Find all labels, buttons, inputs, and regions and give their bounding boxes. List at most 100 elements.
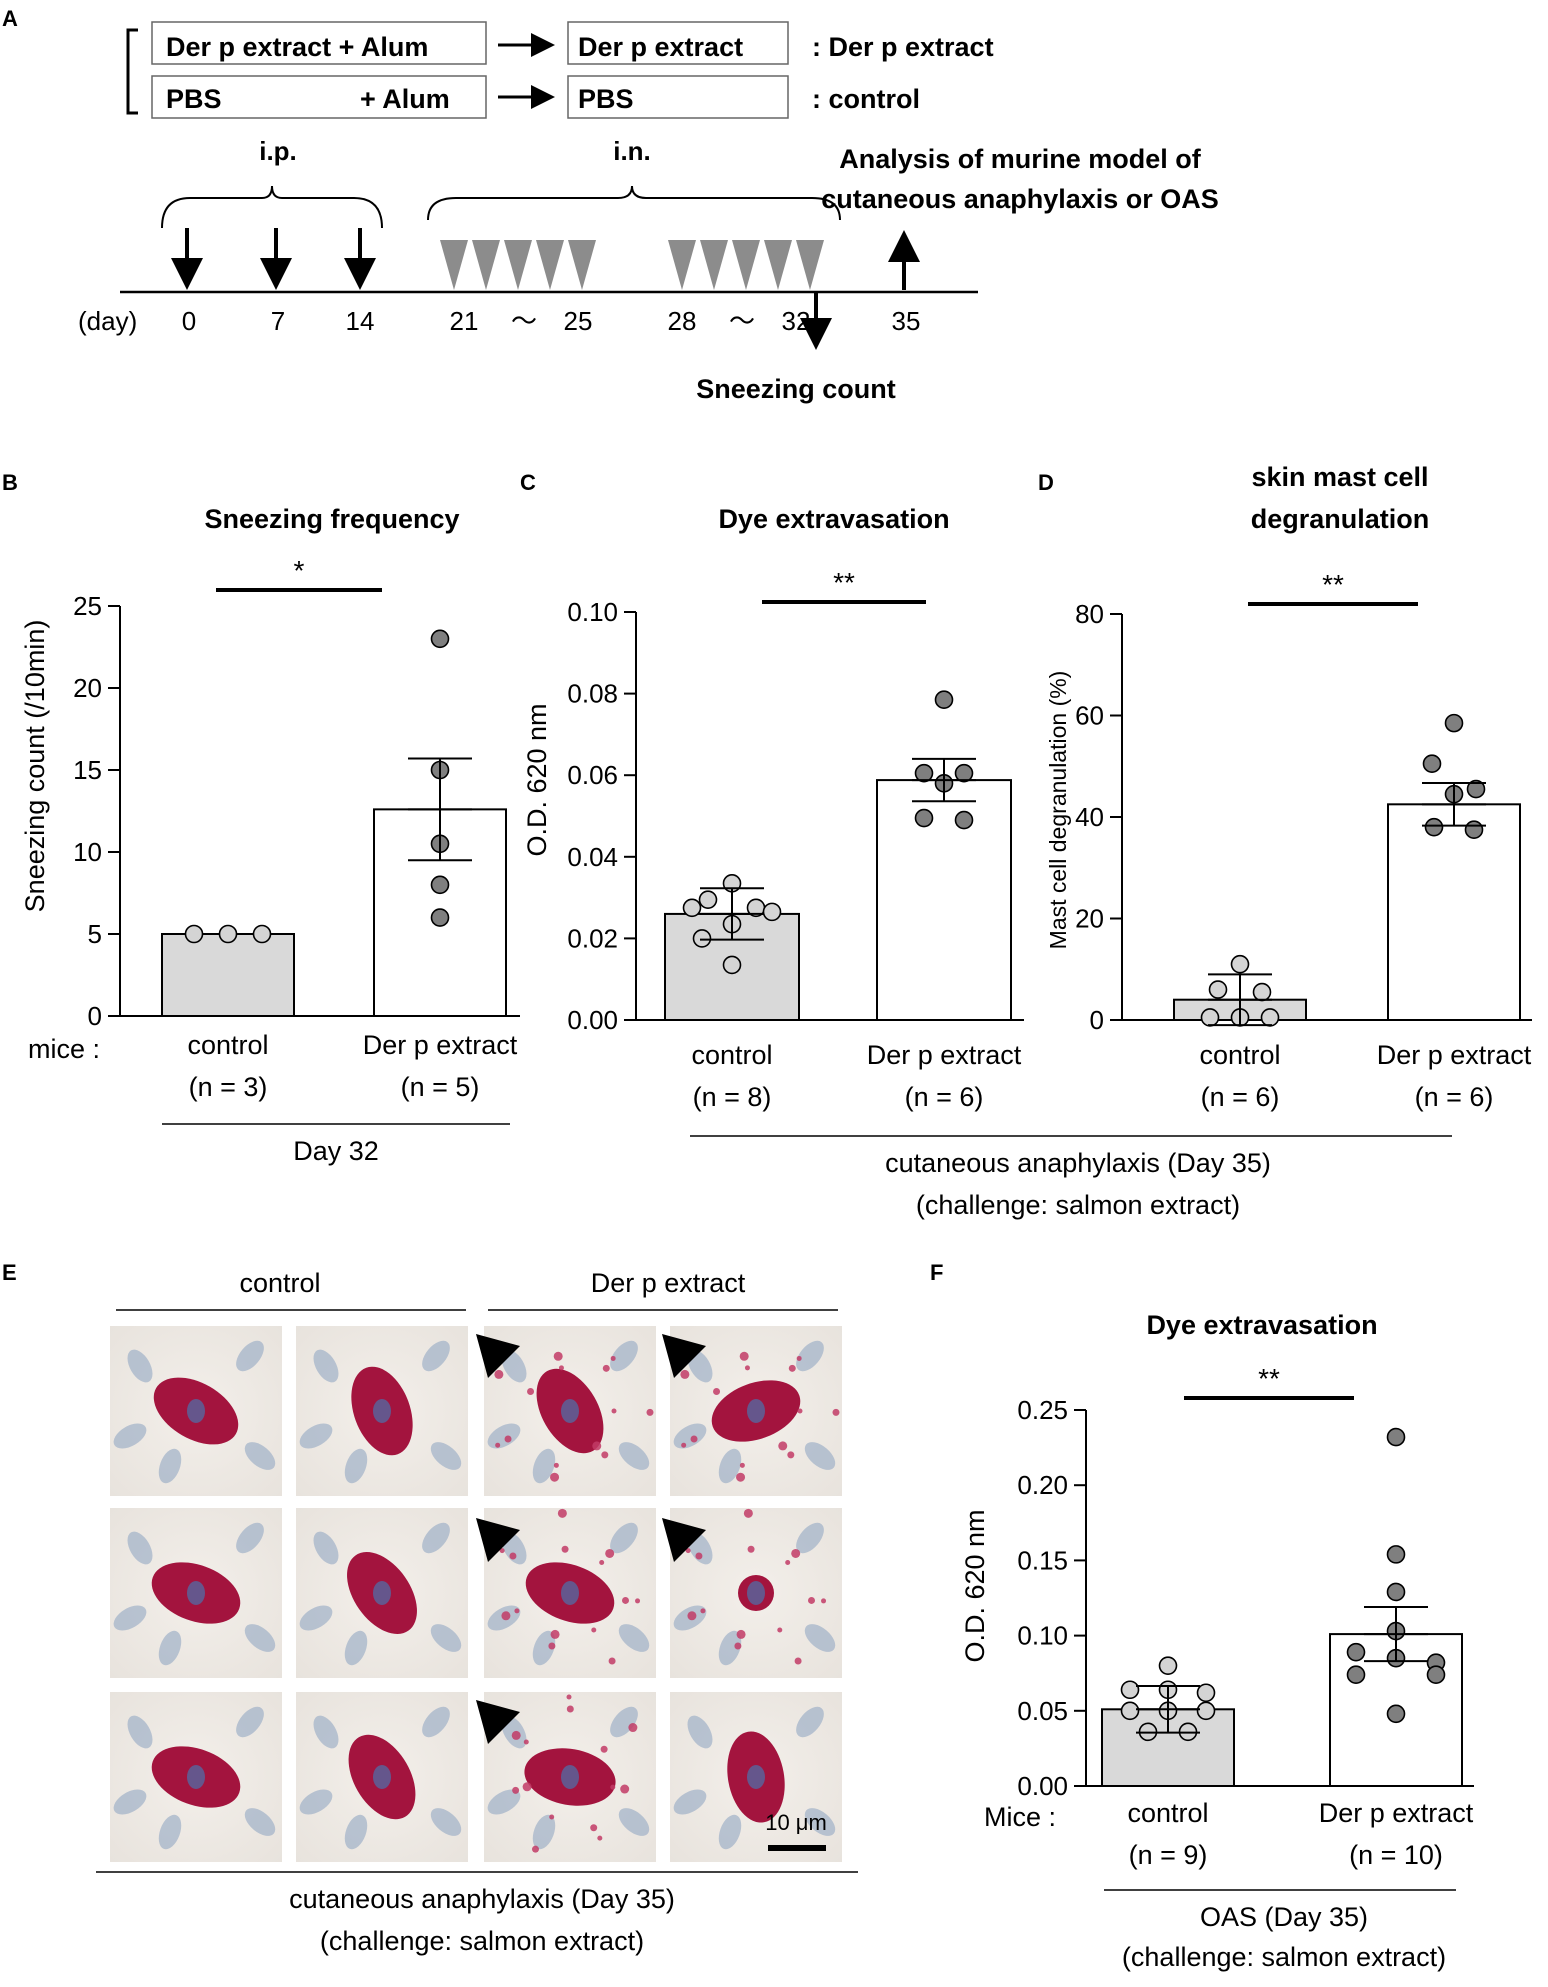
- granule: [777, 1627, 783, 1633]
- panel-letter-f: F: [930, 1260, 943, 1285]
- granule: [747, 1545, 755, 1553]
- mast-cell-nucleus: [747, 1765, 765, 1789]
- arrowhead-icon: [476, 1518, 520, 1562]
- y-axis-label-f: O.D. 620 nm: [960, 1509, 990, 1662]
- day-tick: 0: [182, 306, 196, 336]
- data-point: [1208, 980, 1228, 999]
- y-tick-label: 0.04: [567, 842, 618, 872]
- data-point: [184, 924, 204, 944]
- sensitization-box-derp: [151, 21, 487, 65]
- challenge-pbs: PBS: [578, 84, 634, 114]
- granule: [791, 1548, 801, 1558]
- nucleus: [299, 1423, 333, 1449]
- scale-bar-label: 10 μm: [765, 1810, 827, 1835]
- mast-cell-nucleus: [561, 1399, 579, 1423]
- significance-label: **: [1322, 569, 1344, 600]
- nucleus: [673, 1789, 707, 1815]
- granule: [557, 1508, 567, 1518]
- y-tick-label: 80: [1075, 599, 1104, 629]
- granule: [646, 1408, 654, 1416]
- y-tick-label: 0.05: [1017, 1696, 1068, 1726]
- chart-f: 0.00 0.05 0.10 0.15 0.20 0.25 **: [1017, 1363, 1474, 1801]
- category-label: Der p extract: [867, 1040, 1022, 1070]
- data-point: [692, 929, 712, 948]
- data-point: [1230, 954, 1250, 974]
- nucleus: [422, 1706, 450, 1738]
- panel-letter-b: B: [2, 470, 18, 495]
- granule: [509, 1552, 517, 1560]
- mast-cell-nucleus: [561, 1765, 579, 1789]
- y-tick-label: 0.25: [1017, 1395, 1068, 1425]
- y-tick-label: 0.00: [1017, 1771, 1068, 1801]
- chart-title-d-line1: skin mast cell: [1251, 462, 1428, 492]
- granule: [788, 1364, 796, 1372]
- mice-label: Mice :: [984, 1802, 1056, 1832]
- data-point: [252, 924, 272, 944]
- in-dose-triangle-icon: [796, 240, 824, 290]
- arrowhead-icon: [476, 1700, 520, 1744]
- data-point: [1196, 1701, 1216, 1721]
- sensitization-derp: Der p extract + Alum: [166, 32, 428, 62]
- granule: [610, 1355, 616, 1361]
- granule: [561, 1545, 569, 1553]
- panel-f: F Dye extravasation O.D. 620 nm control …: [930, 1260, 1474, 1972]
- y-tick-label: 0.10: [1017, 1621, 1068, 1651]
- in-dose-triangles: [440, 240, 824, 290]
- data-point: [1346, 1665, 1366, 1685]
- significance-label: *: [294, 555, 305, 586]
- nucleus: [532, 1814, 556, 1850]
- group-bracket: [126, 28, 138, 115]
- granule: [553, 1351, 563, 1361]
- data-point: [430, 908, 450, 927]
- category-label: Der p extract: [1319, 1798, 1474, 1828]
- data-point: [1260, 1008, 1280, 1027]
- data-point: [954, 763, 974, 783]
- y-axis-label-c: O.D. 620 nm: [522, 703, 552, 856]
- category-label: control: [1199, 1040, 1280, 1070]
- granule: [635, 1598, 641, 1604]
- y-tick-label: 20: [73, 673, 102, 703]
- mast-cell-nucleus: [373, 1765, 391, 1789]
- in-dose-triangle-icon: [700, 240, 728, 290]
- arrowhead-icon: [662, 1334, 706, 1378]
- granule: [832, 1408, 840, 1416]
- granule: [550, 1629, 560, 1639]
- ip-brace: [161, 185, 383, 229]
- in-dose-triangle-icon: [568, 240, 596, 290]
- nucleus: [487, 1423, 521, 1449]
- nucleus: [244, 1442, 276, 1470]
- nucleus: [344, 1448, 368, 1484]
- in-dose-triangle-icon: [472, 240, 500, 290]
- nucleus: [610, 1340, 638, 1372]
- category-label: Der p extract: [1377, 1040, 1532, 1070]
- nucleus: [244, 1624, 276, 1652]
- footer-e-line1: cutaneous anaphylaxis (Day 35): [289, 1884, 675, 1914]
- nucleus: [618, 1624, 650, 1652]
- day-tick: 28: [668, 306, 697, 336]
- data-point: [218, 924, 238, 944]
- nucleus: [113, 1423, 147, 1449]
- day-tick: 25: [564, 306, 593, 336]
- group-label-derp: : Der p extract: [812, 32, 994, 62]
- challenge-box-control: [567, 75, 789, 119]
- data-point: [1386, 1427, 1406, 1447]
- y-tick-label: 25: [73, 591, 102, 621]
- micrograph-grid: [110, 1326, 842, 1862]
- data-point: [954, 810, 974, 830]
- nucleus: [299, 1605, 333, 1631]
- nucleus: [127, 1349, 153, 1383]
- day-label: (day): [78, 306, 137, 336]
- y-tick-label: 20: [1075, 904, 1104, 934]
- nucleus: [313, 1349, 339, 1383]
- footer-cd-line2: (challenge: salmon extract): [916, 1190, 1240, 1220]
- nucleus: [158, 1448, 182, 1484]
- data-point: [1426, 1665, 1446, 1685]
- nucleus: [313, 1531, 339, 1565]
- nucleus: [299, 1789, 333, 1815]
- granule: [591, 1627, 597, 1633]
- data-point: [914, 808, 934, 828]
- nucleus: [344, 1814, 368, 1850]
- granule: [736, 1629, 746, 1639]
- nucleus: [244, 1808, 276, 1836]
